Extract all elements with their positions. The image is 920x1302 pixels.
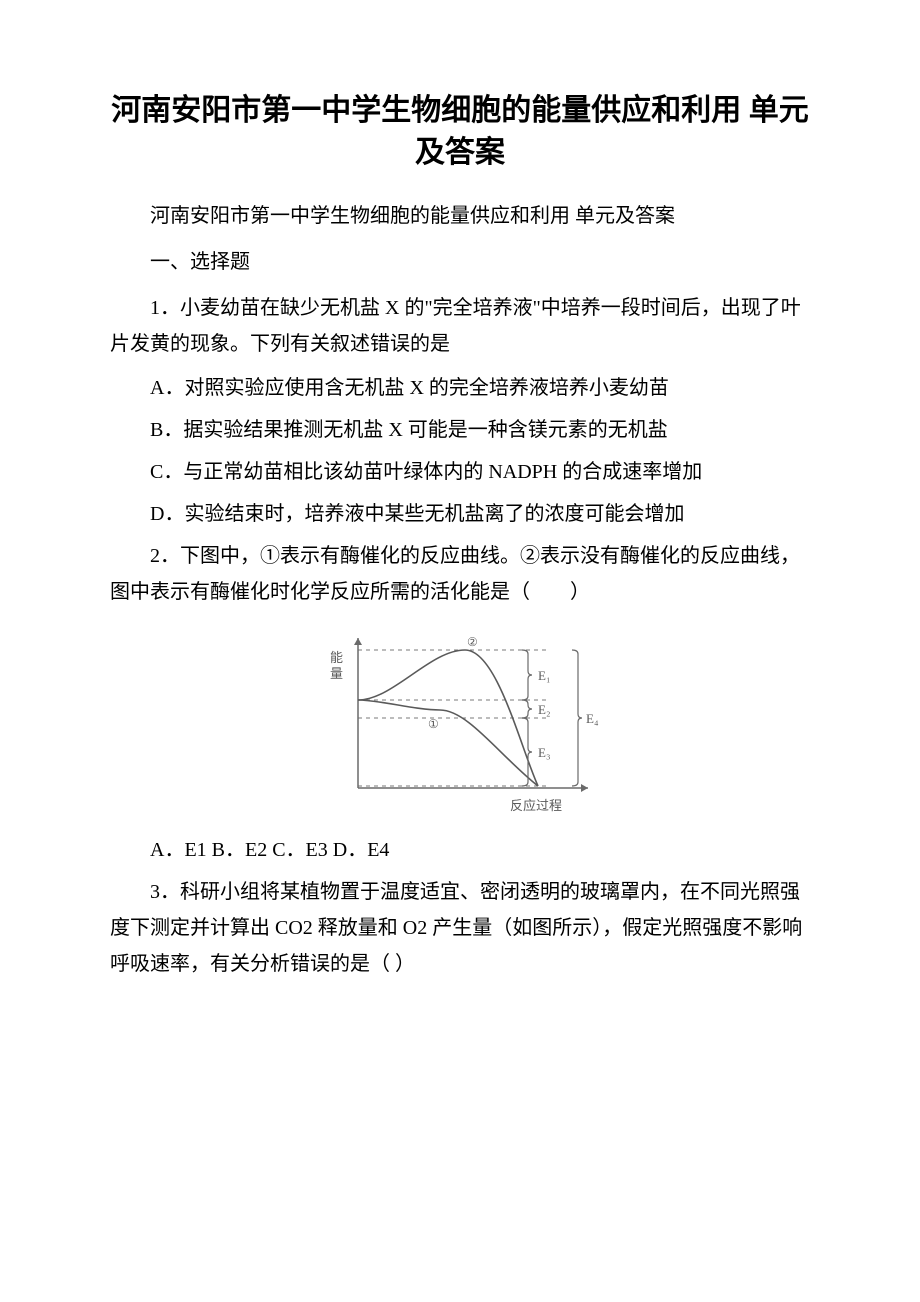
svg-text:②: ② (467, 635, 478, 649)
q2-stem: 2．下图中，①表示有酶催化的反应曲线。②表示没有酶催化的反应曲线，图中表示有酶催… (110, 538, 810, 610)
q3-stem: 3．科研小组将某植物置于温度适宜、密闭透明的玻璃罩内，在不同光照强度下测定并计算… (110, 874, 810, 982)
q2-figure-wrap: 能量反应过程 ① ② E₁ E₂ E₃ E₄ (110, 628, 810, 818)
q2-figure: 能量反应过程 ① ② E₁ E₂ E₃ E₄ (310, 628, 610, 818)
svg-text:反应过程: 反应过程 (510, 798, 562, 813)
q1-option-c: C．与正常幼苗相比该幼苗叶绿体内的 NADPH 的合成速率增加 (110, 454, 810, 490)
svg-text:E₂: E₂ (538, 702, 550, 717)
q1-option-b: B．据实验结果推测无机盐 X 可能是一种含镁元素的无机盐 (110, 412, 810, 448)
svg-text:量: 量 (330, 666, 343, 681)
svg-text:能: 能 (330, 650, 343, 665)
q1-option-d: D．实验结束时，培养液中某些无机盐离了的浓度可能会增加 (110, 496, 810, 532)
q2-options: A．E1 B．E2 C．E3 D．E4 (110, 832, 810, 868)
svg-text:E₄: E₄ (586, 711, 599, 726)
subtitle: 河南安阳市第一中学生物细胞的能量供应和利用 单元及答案 (110, 198, 810, 234)
page-title: 河南安阳市第一中学生物细胞的能量供应和利用 单元及答案 (110, 90, 810, 174)
svg-text:①: ① (428, 717, 439, 731)
svg-text:E₁: E₁ (538, 668, 550, 683)
svg-text:E₃: E₃ (538, 745, 550, 760)
q1-option-a: A．对照实验应使用含无机盐 X 的完全培养液培养小麦幼苗 (110, 370, 810, 406)
section-heading: 一、选择题 (110, 244, 810, 280)
q1-stem: 1．小麦幼苗在缺少无机盐 X 的"完全培养液"中培养一段时间后，出现了叶片发黄的… (110, 290, 810, 362)
